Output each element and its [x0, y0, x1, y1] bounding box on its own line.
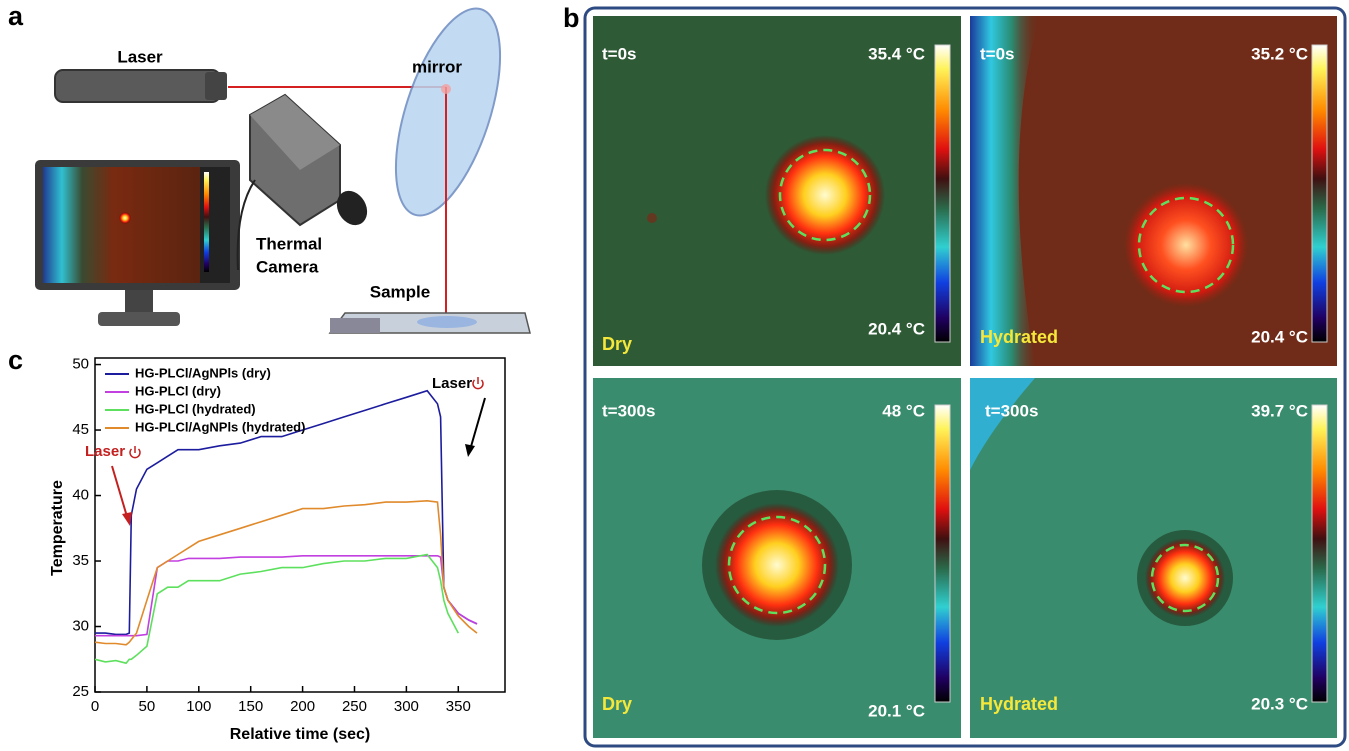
- legend-label: HG-PLCl (dry): [135, 383, 221, 398]
- thermal-image: [593, 378, 961, 738]
- y-tick-label: 45: [72, 421, 89, 438]
- setup-label: mirror: [412, 57, 462, 76]
- y-tick-label: 35: [72, 552, 89, 569]
- setup-label: Sample: [370, 282, 430, 301]
- x-tick-label: 150: [238, 698, 263, 715]
- panel-label: c: [8, 345, 23, 375]
- x-tick-label: 300: [394, 698, 419, 715]
- image-condition: Hydrated: [980, 327, 1058, 347]
- image-time: t=300s: [985, 401, 1038, 420]
- x-tick-label: 0: [91, 698, 99, 715]
- figure: a b c Laser mirror Thermal Camera Sample…: [0, 0, 1349, 751]
- setup-label: Thermal: [256, 234, 322, 253]
- annotation: Laser: [85, 443, 125, 460]
- x-axis-label: Relative time (sec): [230, 726, 371, 743]
- image-max: 35.4 °C: [868, 44, 925, 63]
- thermal-image: [970, 16, 1337, 366]
- image-max: 35.2 °C: [1251, 44, 1308, 63]
- annotation: Laser: [432, 375, 472, 392]
- image-condition: Dry: [602, 694, 632, 714]
- image-time: t=0s: [980, 44, 1015, 63]
- panel-label: a: [8, 1, 24, 31]
- x-tick-label: 200: [290, 698, 315, 715]
- series-line: [95, 501, 477, 645]
- line-chart: 0 50 100 150 200 250 300 350 25 30 35 40 45 50 HG-PLCl…: [72, 356, 505, 715]
- x-tick-label: 250: [342, 698, 367, 715]
- image-time: t=0s: [602, 44, 637, 63]
- annotation-arrow: [470, 398, 485, 450]
- y-tick-label: 30: [72, 617, 89, 634]
- image-min: 20.4 °C: [1251, 327, 1308, 346]
- panel-label: b: [563, 3, 580, 33]
- legend-label: HG-PLCl (hydrated): [135, 401, 256, 416]
- y-tick-label: 40: [72, 486, 89, 503]
- thermal-image: [970, 378, 1337, 738]
- image-time: t=300s: [602, 401, 655, 420]
- y-tick-label: 50: [72, 356, 89, 373]
- image-condition: Hydrated: [980, 694, 1058, 714]
- legend-label: HG-PLCl/AgNPls (dry): [135, 365, 271, 380]
- x-tick-label: 100: [186, 698, 211, 715]
- image-max: 39.7 °C: [1251, 401, 1308, 420]
- annotation-arrow: [112, 466, 128, 520]
- image-min: 20.3 °C: [1251, 694, 1308, 713]
- thermal-image: [593, 16, 961, 366]
- image-min: 20.1 °C: [868, 701, 925, 720]
- x-tick-label: 50: [139, 698, 156, 715]
- legend-label: HG-PLCl/AgNPls (hydrated): [135, 419, 305, 434]
- setup-label: Laser: [117, 47, 163, 66]
- image-min: 20.4 °C: [868, 319, 925, 338]
- y-axis-label: Temperature: [49, 480, 66, 576]
- annotation-arrowhead: [465, 444, 475, 457]
- series-line: [95, 555, 458, 664]
- image-max: 48 °C: [882, 401, 925, 420]
- x-tick-label: 350: [446, 698, 471, 715]
- image-condition: Dry: [602, 334, 632, 354]
- setup-label: Camera: [256, 257, 319, 276]
- setup-diagram: [35, 0, 530, 333]
- y-tick-label: 25: [72, 683, 89, 700]
